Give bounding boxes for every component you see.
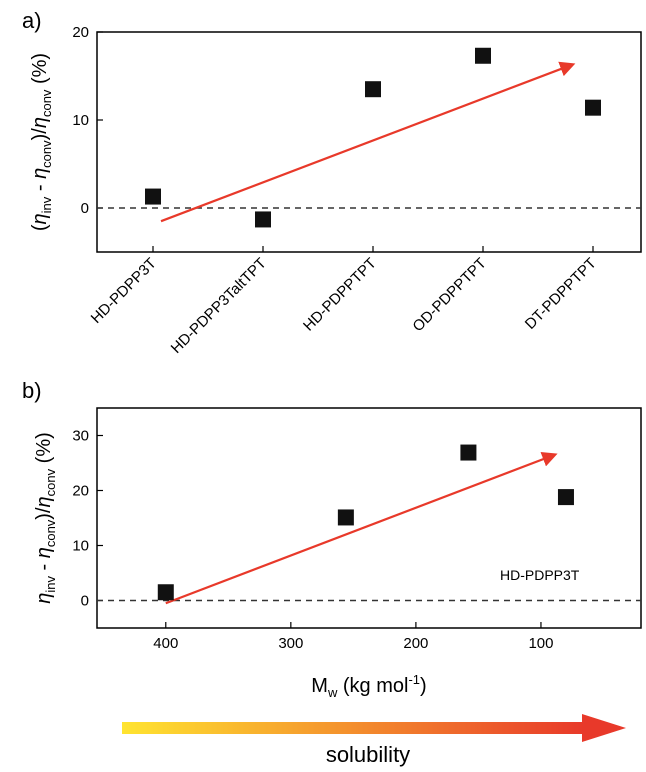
panel-label-b: b) [22, 378, 42, 403]
x-tick-label: 200 [403, 635, 428, 652]
solubility-arrow: solubility [122, 714, 626, 767]
annotation-label: HD-PDPP3T [500, 567, 580, 583]
chart-panel-a: a) 0 10 20 HD-PDPP3T HD-PDPP3TaltTPT HD-PDPP… [22, 8, 642, 357]
x-tick-label: 400 [153, 635, 178, 652]
data-point-256 [337, 509, 354, 526]
y-tick-label: 20 [72, 24, 89, 41]
data-point-HD-PDPP3TaltTPT [255, 211, 271, 228]
category-label: DT-PDPPTPT [522, 255, 600, 333]
data-point-DT-PDPPTPT [585, 99, 601, 116]
data-point-OD-PDPPTPT [475, 47, 491, 64]
category-label: HD-PDPP3T [88, 255, 160, 327]
chart-panel-b: b) 0 10 20 30 400 300 200 100 HD-PDPP3T ηinv -… [22, 378, 642, 700]
panel-label-a: a) [22, 8, 42, 33]
category-label: OD-PDPPTPT [409, 255, 489, 335]
solubility-arrow-head [582, 714, 626, 742]
y-tick-label: 0 [81, 200, 89, 217]
category-label: HD-PDPP3TaltTPT [168, 255, 270, 357]
x-tick-label: 100 [528, 635, 553, 652]
y-axis-label-a: (ηinv - ηconv)/ηconv (%) [29, 53, 54, 231]
plot-frame-a [96, 31, 642, 253]
y-tick-label: 30 [72, 428, 89, 445]
data-point-HD-PDPP3T [145, 188, 161, 205]
y-tick-label: 10 [72, 538, 89, 555]
trend-arrow-a [160, 61, 576, 223]
y-tick-label: 20 [72, 483, 89, 500]
solubility-gradient-bar [122, 722, 584, 734]
x-axis-label-b: Mw (kg mol-1) [311, 672, 426, 700]
data-point-158 [460, 444, 477, 461]
trend-arrow-b [165, 451, 558, 605]
data-point-400 [157, 584, 174, 601]
y-tick-label: 0 [81, 593, 89, 610]
category-label: HD-PDPPTPT [300, 255, 380, 335]
x-tick-label: 300 [278, 635, 303, 652]
y-tick-label: 10 [72, 112, 89, 129]
data-point-HD-PDPPTPT [365, 81, 381, 98]
data-point-80 [557, 489, 574, 506]
solubility-label: solubility [326, 742, 410, 767]
y-axis-label-b: ηinv - ηconv)/ηconv (%) [33, 432, 58, 604]
plot-frame-b [96, 407, 642, 629]
